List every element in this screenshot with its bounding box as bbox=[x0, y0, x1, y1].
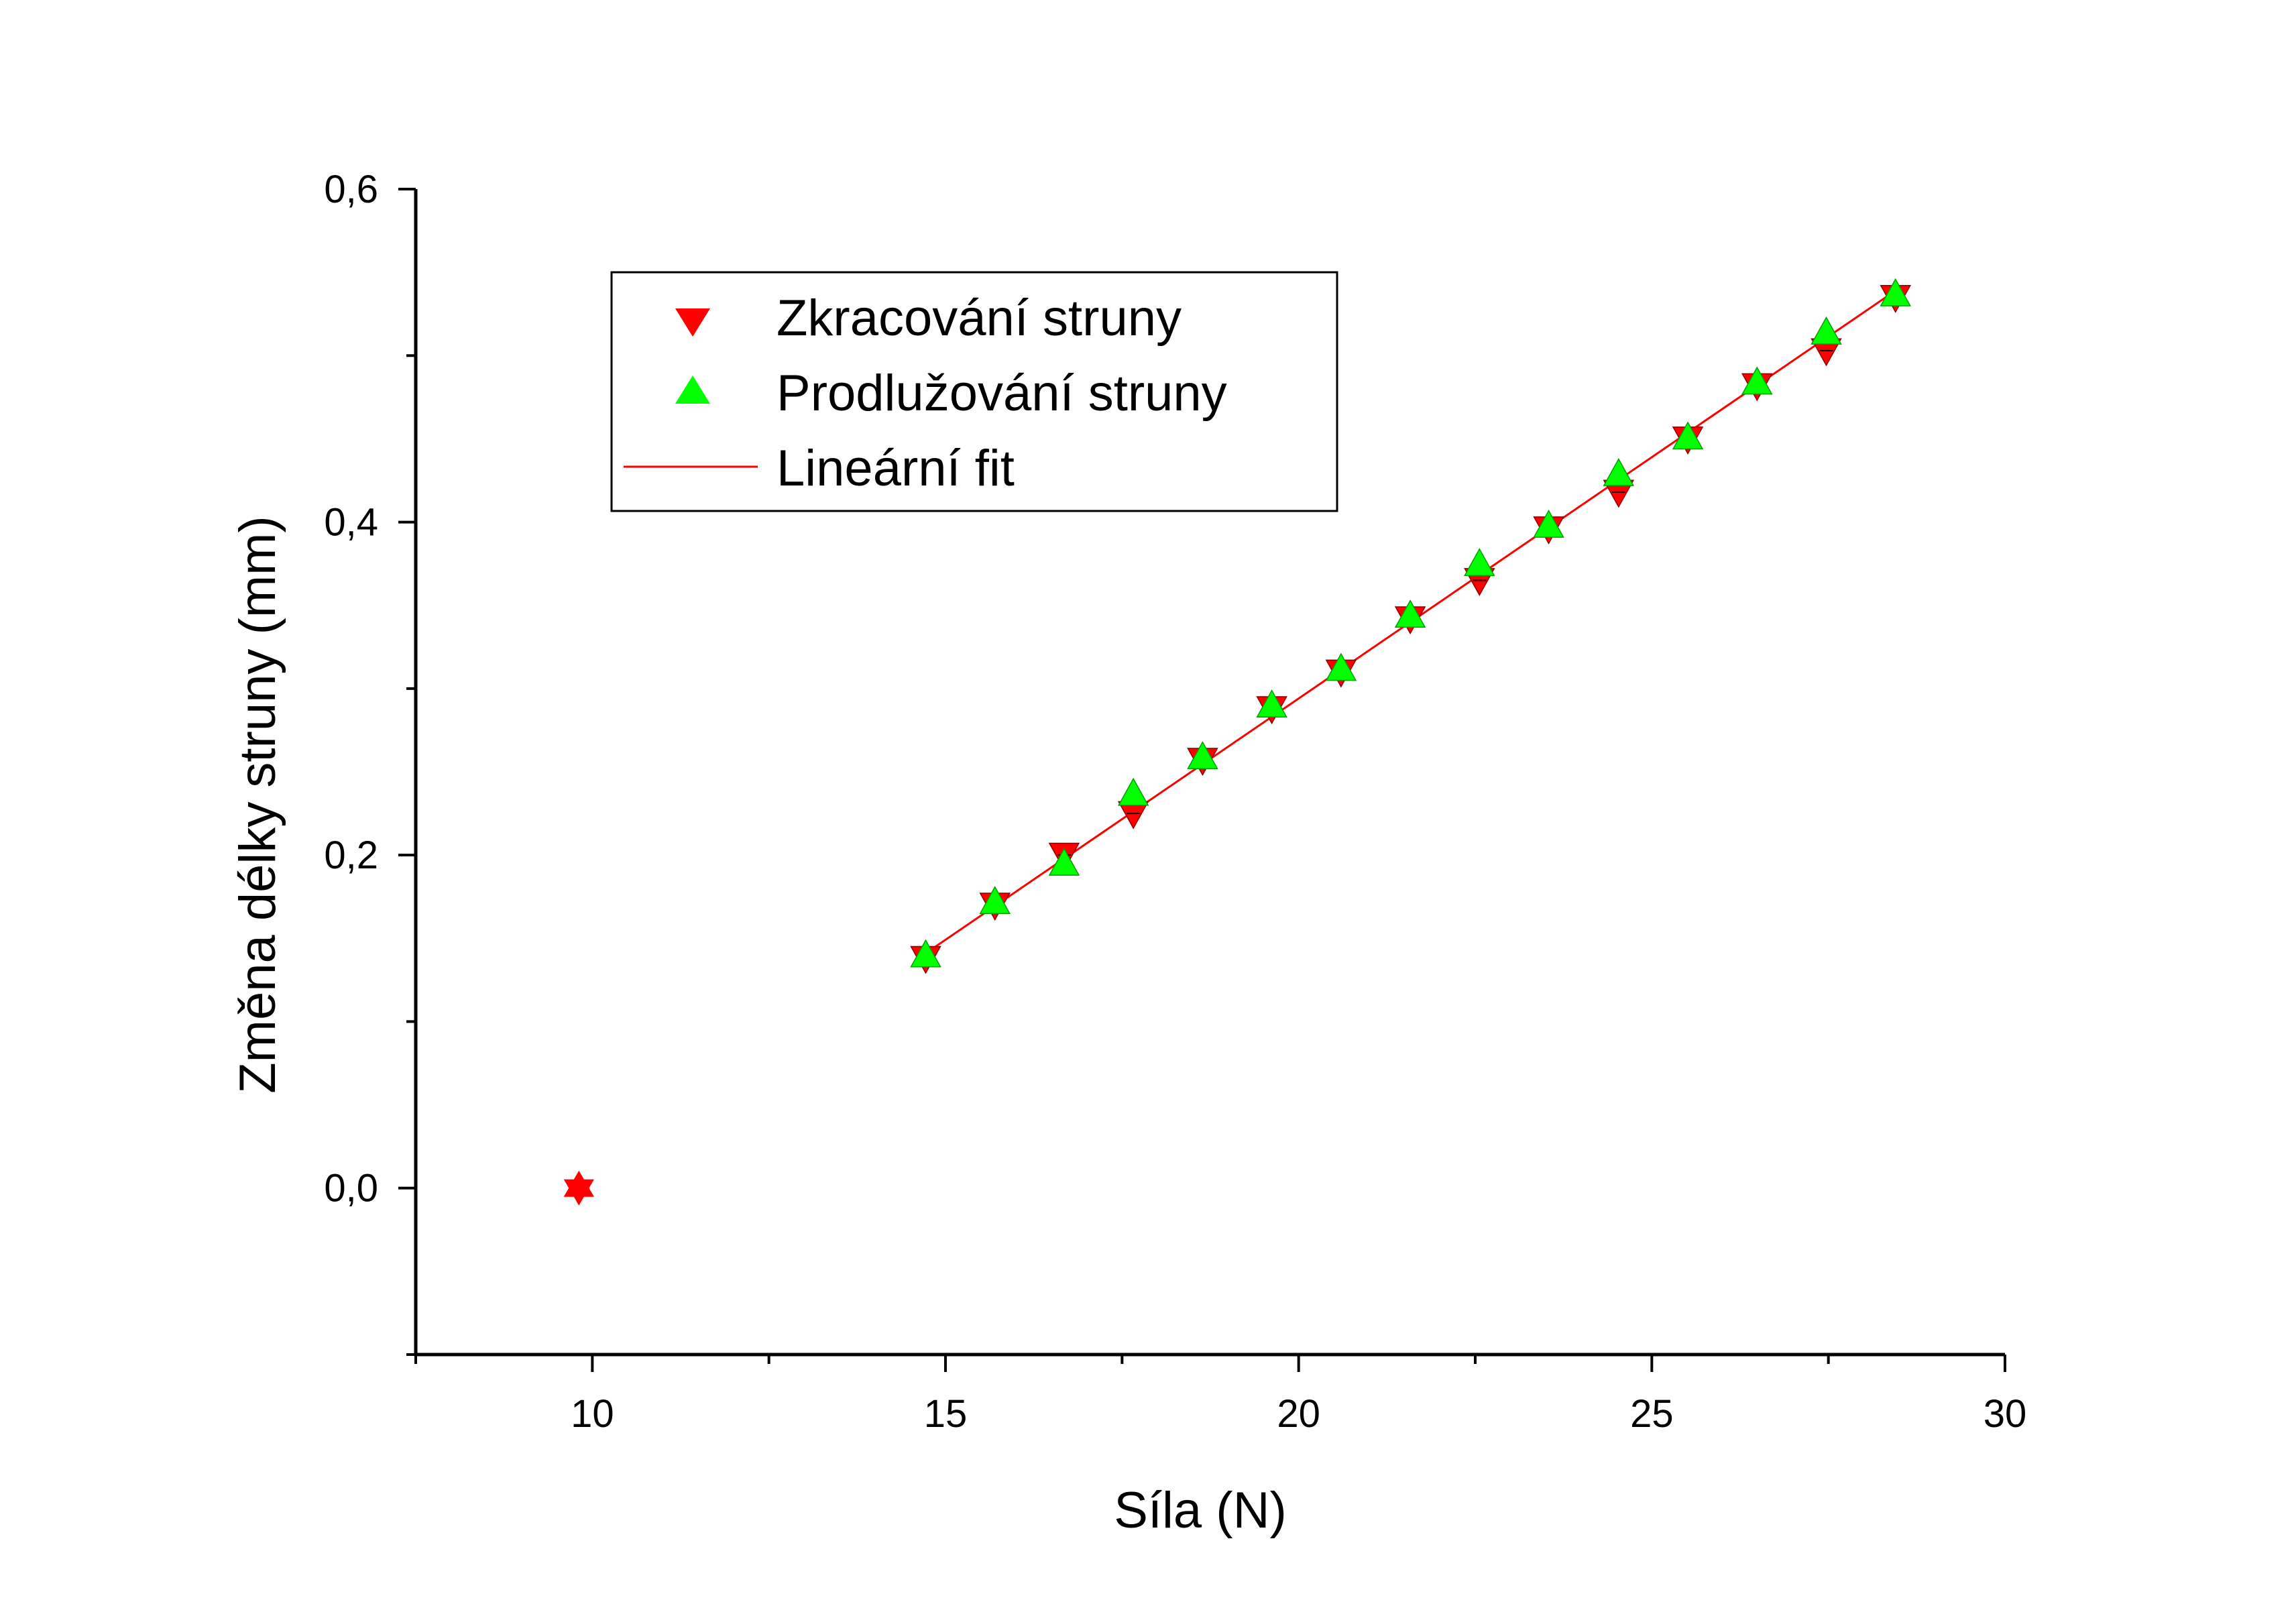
point-prodluzovani bbox=[1811, 316, 1842, 345]
x-tick-label: 20 bbox=[1277, 1392, 1320, 1436]
legend-marker-prodluzovani bbox=[675, 376, 710, 404]
y-axis-title: Změna délky struny (mm) bbox=[229, 516, 286, 1094]
point-prodluzovani bbox=[1603, 458, 1635, 486]
y-tick-label: 0,4 bbox=[324, 501, 378, 545]
x-tick-label: 30 bbox=[1984, 1392, 2027, 1436]
x-axis-title: Síla (N) bbox=[1114, 1482, 1287, 1539]
point-prodluzovani bbox=[1394, 599, 1426, 628]
x-axis-ticks: 10 15 20 25 30 bbox=[414, 1355, 2027, 1436]
legend: Zkracování struny Prodlužování struny Li… bbox=[610, 271, 1338, 512]
plot-area bbox=[563, 278, 1912, 1206]
y-tick-label: 0,6 bbox=[324, 168, 378, 211]
star-marker-down bbox=[563, 1179, 594, 1206]
point-prodluzovani bbox=[1880, 278, 1912, 306]
point-prodluzovani bbox=[979, 886, 1011, 915]
point-prodluzovani bbox=[1325, 652, 1357, 681]
legend-box bbox=[610, 271, 1338, 512]
point-prodluzovani bbox=[1256, 689, 1287, 718]
x-tick-label: 25 bbox=[1630, 1392, 1674, 1436]
legend-label-prodluzovani: Prodlužování struny bbox=[777, 365, 1227, 422]
point-prodluzovani bbox=[1741, 366, 1773, 395]
point-prodluzovani bbox=[1048, 848, 1080, 876]
axes bbox=[414, 189, 2005, 1357]
point-prodluzovani bbox=[1187, 741, 1218, 770]
y-axis-ticks: 0,0 0,2 0,4 0,6 bbox=[324, 168, 416, 1356]
y-tick-label: 0,0 bbox=[324, 1167, 378, 1210]
point-prodluzovani bbox=[1464, 548, 1495, 576]
point-prodluzovani bbox=[1672, 421, 1704, 450]
point-prodluzovani bbox=[1533, 509, 1564, 538]
legend-label-zkracovani: Zkracování struny bbox=[777, 290, 1182, 347]
point-prodluzovani bbox=[1117, 777, 1149, 806]
legend-label-fit: Lineární fit bbox=[777, 440, 1015, 497]
x-tick-label: 10 bbox=[571, 1392, 614, 1436]
point-prodluzovani bbox=[910, 939, 941, 968]
legend-marker-zkracovani bbox=[675, 308, 710, 337]
x-tick-label: 15 bbox=[924, 1392, 968, 1436]
y-tick-label: 0,2 bbox=[324, 834, 378, 877]
